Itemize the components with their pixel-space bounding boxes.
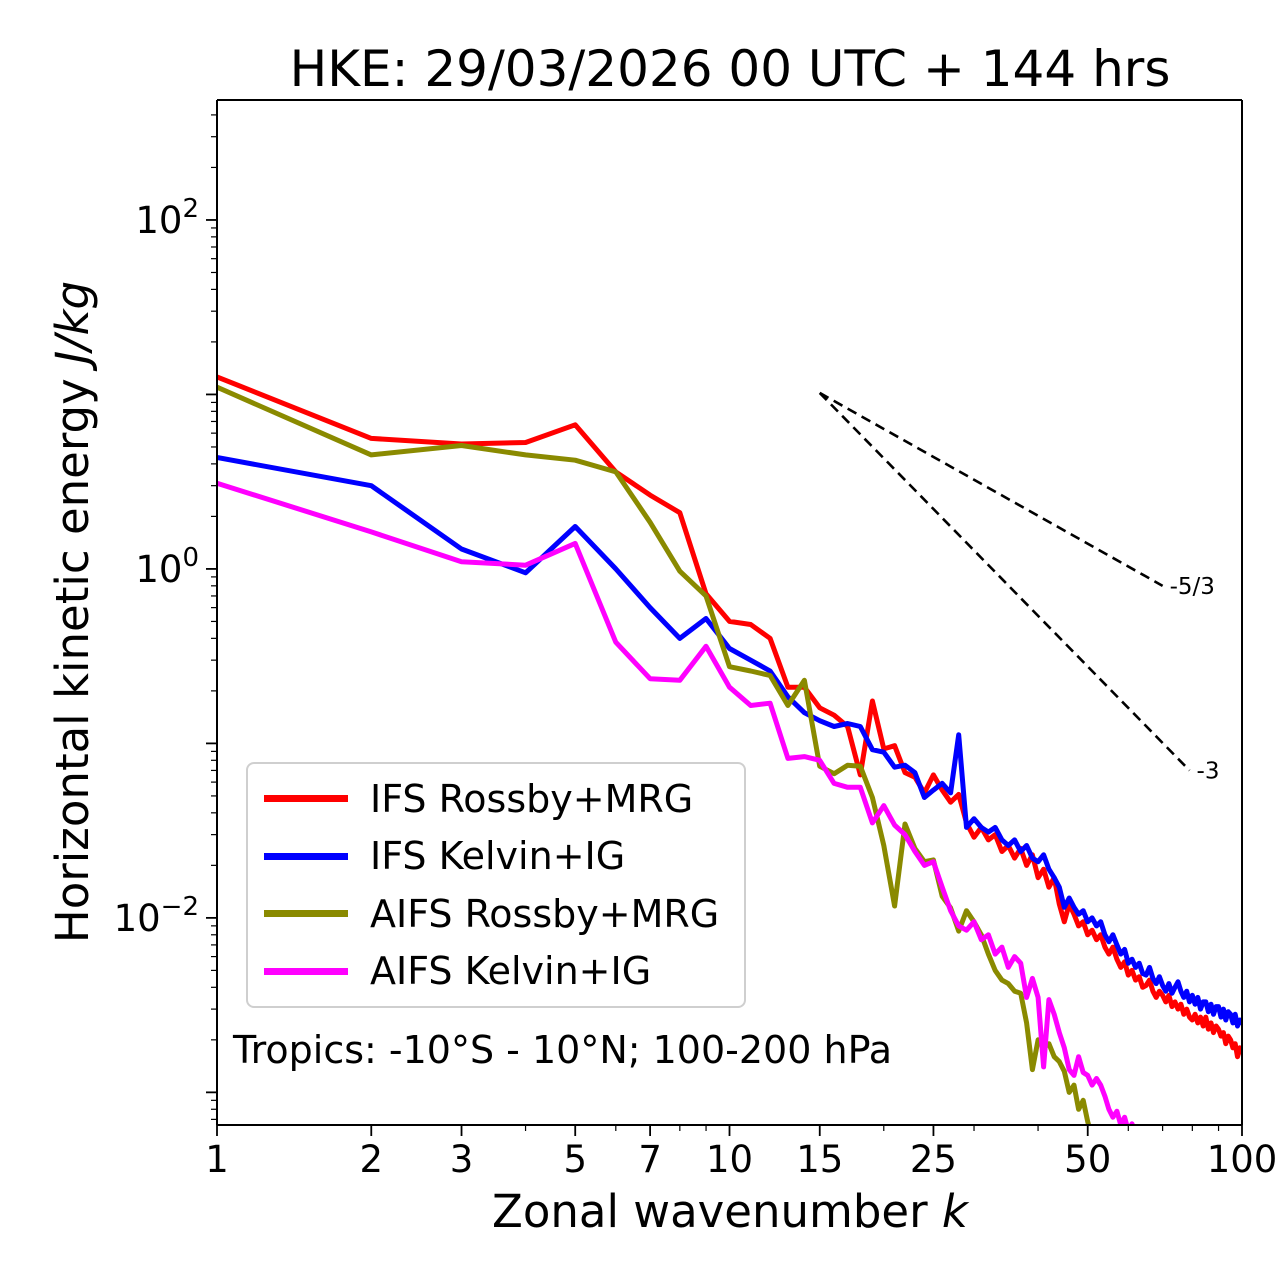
axes-spines xyxy=(216,99,1243,1126)
series-line-aifs-rossby-mrg xyxy=(217,384,1092,1125)
y-tick-label: 102 xyxy=(135,194,199,242)
legend-label: IFS Rossby+MRG xyxy=(370,776,694,821)
legend-swatch-ifs-rossby-mrg xyxy=(264,795,348,803)
slope-label-3: -3 xyxy=(1197,758,1220,784)
region-annotation: Tropics: -10°S - 10°N; 100-200 hPa xyxy=(233,1028,893,1072)
axis-ticks xyxy=(206,114,1243,1136)
x-tick-label: 2 xyxy=(360,1138,384,1181)
legend: IFS Rossby+MRG IFS Kelvin+IG AIFS Rossby+M… xyxy=(246,762,746,1008)
legend-item-aifs-rossby-mrg: AIFS Rossby+MRG xyxy=(248,892,744,936)
legend-swatch-ifs-kelvin-ig xyxy=(264,852,348,860)
x-tick-label: 25 xyxy=(910,1138,957,1181)
legend-item-ifs-rossby-mrg: IFS Rossby+MRG xyxy=(248,777,744,821)
y-tick-label: 10−2 xyxy=(114,892,199,940)
series-lines xyxy=(217,374,1242,1125)
y-tick-label: 100 xyxy=(135,543,199,591)
legend-swatch-aifs-rossby-mrg xyxy=(264,910,348,918)
chart-title: HKE: 29/03/2026 00 UTC + 144 hrs xyxy=(289,40,1171,98)
x-tick-label: 3 xyxy=(450,1138,474,1181)
reference-slope-lines: -5/3 -3 xyxy=(818,391,1220,784)
x-tick-label: 5 xyxy=(563,1138,587,1181)
x-tick-label: 100 xyxy=(1207,1138,1278,1181)
series-line-ifs-rossby-mrg xyxy=(217,374,1242,1060)
x-tick-label: 10 xyxy=(706,1138,753,1181)
legend-label: IFS Kelvin+IG xyxy=(370,834,626,879)
x-axis-label: Zonal wavenumber k xyxy=(492,1185,968,1238)
legend-item-ifs-kelvin-ig: IFS Kelvin+IG xyxy=(248,834,744,878)
legend-item-aifs-kelvin-ig: AIFS Kelvin+IG xyxy=(248,949,744,993)
x-tick-label: 50 xyxy=(1064,1138,1111,1181)
legend-swatch-aifs-kelvin-ig xyxy=(264,967,348,975)
legend-label: AIFS Rossby+MRG xyxy=(370,891,720,936)
x-tick-label: 1 xyxy=(205,1138,229,1181)
y-axis-label: Horizontal kinetic energy J/kg xyxy=(46,281,99,943)
series-line-ifs-kelvin-ig xyxy=(217,455,1242,1029)
x-tick-label: 7 xyxy=(638,1138,662,1181)
axis-tick-labels: 1 2 3 5 7 10 15 25 50 100 102 100 10−2 xyxy=(114,194,1278,1181)
x-tick-label: 15 xyxy=(796,1138,843,1181)
slope-line-5-3 xyxy=(819,391,1164,587)
legend-label: AIFS Kelvin+IG xyxy=(370,949,652,994)
series-line-aifs-kelvin-ig xyxy=(217,480,1135,1125)
slope-label-5-3: -5/3 xyxy=(1170,574,1215,600)
slope-line-3 xyxy=(818,392,1191,772)
